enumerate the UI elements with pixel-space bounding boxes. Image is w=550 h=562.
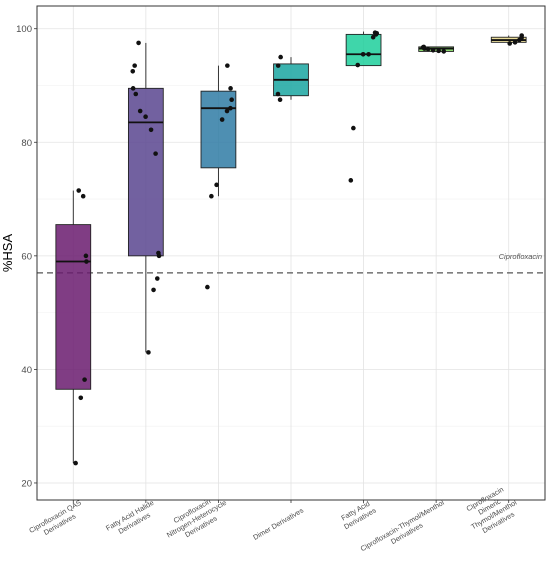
box: [200, 90, 237, 169]
data-point: [225, 63, 230, 68]
data-point: [83, 253, 89, 259]
data-point: [348, 178, 354, 183]
y-tick-label: 40: [21, 365, 32, 376]
data-point: [516, 37, 522, 43]
data-point: [275, 91, 281, 97]
data-point: [137, 108, 143, 114]
data-point: [80, 193, 86, 199]
y-tick-label: 60: [21, 251, 32, 262]
y-tick-label: 20: [21, 478, 32, 489]
data-point: [436, 48, 441, 54]
data-point: [425, 46, 431, 52]
data-point: [355, 62, 361, 68]
data-point: [132, 63, 137, 68]
point-layer: [73, 30, 524, 466]
data-point: [136, 40, 141, 46]
data-point: [84, 259, 89, 264]
data-point: [430, 47, 436, 53]
data-point: [73, 460, 78, 466]
y-tick-label: 80: [21, 138, 32, 149]
data-point: [507, 41, 512, 46]
box: [345, 33, 382, 67]
x-tick-label-line: Dimer Derivatives: [251, 505, 305, 541]
data-point: [228, 86, 233, 91]
reference-line-label: Ciprofloxacin: [499, 252, 542, 261]
data-point: [151, 287, 156, 293]
data-point: [277, 97, 283, 102]
box-layer: [55, 31, 527, 464]
data-point: [143, 114, 148, 120]
data-point: [209, 193, 214, 199]
y-tick-label: 100: [16, 24, 32, 35]
box: [127, 87, 164, 257]
data-point: [130, 68, 136, 74]
data-point: [278, 54, 283, 60]
box: [55, 224, 92, 390]
x-tick-label: Dimer Derivatives: [251, 505, 305, 541]
data-point: [76, 188, 82, 193]
data-point: [130, 86, 136, 91]
data-point: [373, 32, 379, 37]
x-tick-label: CiprofloxacinNitrogen-HeterocycleDerivat…: [165, 497, 228, 540]
data-point: [154, 276, 160, 281]
data-point: [441, 49, 447, 54]
data-point: [78, 395, 84, 401]
data-point: [275, 63, 281, 68]
data-point: [512, 40, 518, 45]
data-point: [370, 34, 376, 40]
data-point: [153, 151, 158, 156]
y-axis-label: %HSA: [0, 234, 15, 273]
data-point: [360, 51, 366, 57]
data-point: [148, 127, 154, 133]
data-point: [228, 105, 233, 111]
reference-line-layer: Ciprofloxacin: [37, 252, 545, 274]
data-point: [214, 182, 219, 188]
data-point: [219, 117, 225, 122]
data-point: [229, 97, 234, 102]
data-point: [146, 350, 151, 355]
data-point: [422, 46, 427, 51]
x-tick-label: CiprofloxacinDimericThymol/MentholDeriva…: [465, 485, 519, 535]
data-point: [351, 125, 356, 131]
data-point: [224, 108, 230, 114]
data-point: [82, 377, 87, 382]
data-point: [133, 91, 139, 97]
data-point: [205, 284, 210, 290]
data-point: [156, 253, 162, 259]
data-point: [366, 51, 371, 57]
